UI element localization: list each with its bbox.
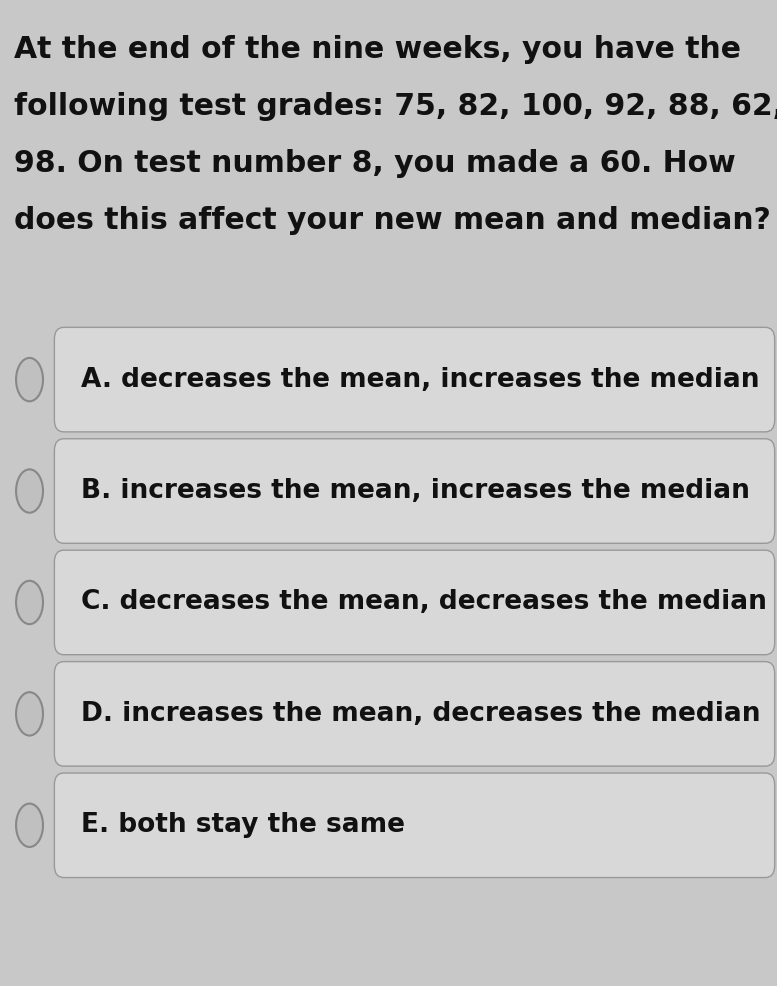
Text: does this affect your new mean and median?: does this affect your new mean and media… — [14, 206, 771, 235]
Ellipse shape — [16, 692, 43, 736]
Text: B. increases the mean, increases the median: B. increases the mean, increases the med… — [81, 478, 750, 504]
Text: A. decreases the mean, increases the median: A. decreases the mean, increases the med… — [81, 367, 759, 392]
FancyBboxPatch shape — [54, 327, 775, 432]
Text: 98. On test number 8, you made a 60. How: 98. On test number 8, you made a 60. How — [14, 149, 736, 177]
Ellipse shape — [16, 358, 43, 401]
Text: E. both stay the same: E. both stay the same — [81, 812, 405, 838]
FancyBboxPatch shape — [54, 773, 775, 878]
Ellipse shape — [16, 804, 43, 847]
Ellipse shape — [16, 469, 43, 513]
Text: following test grades: 75, 82, 100, 92, 88, 62,: following test grades: 75, 82, 100, 92, … — [14, 92, 777, 120]
FancyBboxPatch shape — [54, 439, 775, 543]
Text: D. increases the mean, decreases the median: D. increases the mean, decreases the med… — [81, 701, 761, 727]
FancyBboxPatch shape — [54, 662, 775, 766]
Ellipse shape — [16, 581, 43, 624]
Text: C. decreases the mean, decreases the median: C. decreases the mean, decreases the med… — [81, 590, 767, 615]
Text: At the end of the nine weeks, you have the: At the end of the nine weeks, you have t… — [14, 35, 741, 63]
FancyBboxPatch shape — [54, 550, 775, 655]
